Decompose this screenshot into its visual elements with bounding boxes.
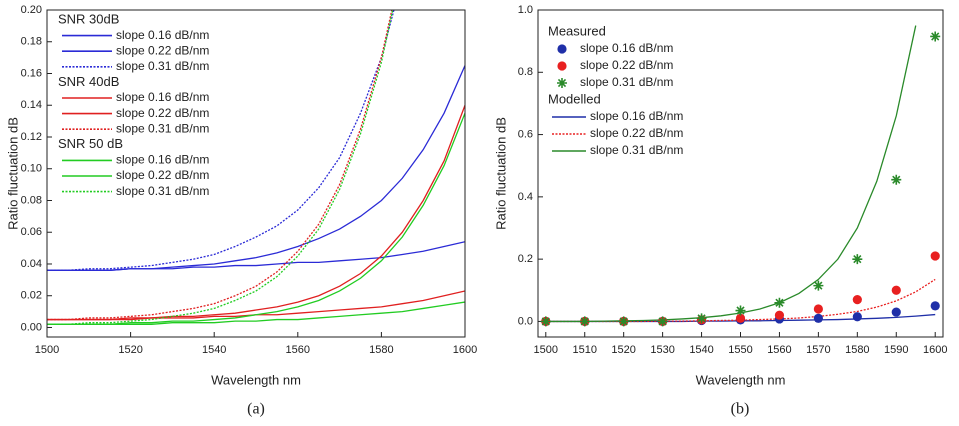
y-tick-label: 0.6 [518,128,533,140]
legend-title: SNR 40dB [58,74,119,89]
data-point [579,316,590,327]
x-tick-label: 1540 [202,344,226,356]
series-line [47,301,465,325]
panel-caption: (a) [247,401,265,418]
data-point [891,307,901,317]
plot-frame [46,9,466,338]
legend-marker [557,78,567,88]
x-tick-label: 1520 [611,344,635,356]
chart-panel: 0.0 0.2 0.4 0.6 0.8 1.0 1500 1510 1520 1530 1540 15… [493,4,947,418]
legend-title: Modelled [548,91,601,106]
data-point [813,280,824,291]
legend-text: slope 0.16 dB/nm [590,109,683,123]
legend-text: slope 0.22 dB/nm [590,126,683,140]
y-tick-label: 0.0 [518,315,533,327]
y-tick-label: 0.20 [21,4,42,16]
legend-text: slope 0.22 dB/nm [580,58,673,72]
legend-text: slope 0.16 dB/nm [580,41,673,55]
y-tick-label: 0.08 [21,194,42,206]
data-point [735,305,746,316]
y-tick-label: 0.02 [21,290,42,302]
series-line [47,112,465,325]
legend-text: slope 0.16 dB/nm [116,90,209,104]
legend-text: slope 0.22 dB/nm [116,106,209,120]
legend-text: slope 0.22 dB/nm [116,168,209,182]
x-tick-label: 1600 [453,344,477,356]
series-line [47,10,393,321]
series-line [47,10,395,271]
series-line [545,25,917,323]
data-point [813,313,823,323]
chart-panel: 0.00 0.02 0.04 0.06 0.08 0.10 0.12 0.14 0.16 0.18… [5,4,477,418]
legend-text: slope 0.31 dB/nm [116,184,209,198]
x-tick-label: 1580 [369,344,393,356]
data-point [930,31,941,42]
plot-area [47,10,465,325]
data-point [930,301,940,311]
data-point [852,254,863,265]
data-point [696,313,707,324]
y-tick-label: 0.2 [518,253,533,265]
legend-text: slope 0.31 dB/nm [580,75,673,89]
x-tick-label: 1510 [572,344,596,356]
legend-text: slope 0.22 dB/nm [116,43,209,57]
data-point [930,251,940,261]
legend-title: SNR 50 dB [58,136,123,151]
y-tick-label: 0.12 [21,131,42,143]
x-tick-label: 1530 [650,344,674,356]
y-tick-label: 0.18 [21,36,42,48]
plot-frame [537,9,944,338]
panel-caption: (b) [731,401,750,418]
x-tick-label: 1560 [767,344,791,356]
data-point [774,310,785,320]
data-point [852,312,862,322]
x-tick-label: 1570 [806,344,830,356]
legend-text: slope 0.31 dB/nm [116,59,209,73]
y-axis-title: Ratio fluctuation dB [5,117,20,230]
series-line [47,105,465,321]
y-tick-label: 1.0 [518,4,533,16]
legend-text: slope 0.16 dB/nm [116,28,209,42]
series-line [47,241,465,271]
x-tick-label: 1500 [534,344,558,356]
data-point [774,297,785,308]
y-tick-label: 0.14 [21,99,42,111]
data-point [852,295,862,305]
x-tick-label: 1590 [884,344,908,356]
x-tick-label: 1500 [35,344,59,356]
data-point [618,316,629,327]
y-axis-title: Ratio fluctuation dB [493,117,508,230]
data-point [891,174,902,185]
legend-title: SNR 30dB [58,11,119,26]
legend-title: Measured [548,23,606,38]
legend-marker [557,44,567,54]
data-point [657,316,668,327]
data-point [813,304,823,314]
series-line [47,10,394,325]
y-tick-label: 0.16 [21,67,42,79]
legend-text: slope 0.31 dB/nm [590,143,683,157]
data-point [735,313,746,323]
y-tick-label: 0.04 [21,258,42,270]
legend-marker [557,61,567,71]
x-axis-title: Wavelength nm [211,372,301,387]
x-tick-label: 1580 [845,344,869,356]
series-line [47,65,465,271]
y-tick-label: 0.4 [518,191,533,203]
data-point [540,316,551,327]
legend-text: slope 0.31 dB/nm [116,121,209,135]
y-tick-label: 0.8 [518,66,533,78]
x-tick-label: 1550 [728,344,752,356]
y-tick-label: 0.10 [21,163,42,175]
x-tick-label: 1560 [286,344,310,356]
x-tick-label: 1520 [118,344,142,356]
x-axis-title: Wavelength nm [696,372,786,387]
x-tick-label: 1540 [689,344,713,356]
data-point [891,285,901,295]
y-tick-label: 0.00 [21,321,42,333]
x-tick-label: 1600 [923,344,947,356]
y-tick-label: 0.06 [21,226,42,238]
legend-text: slope 0.16 dB/nm [116,153,209,167]
